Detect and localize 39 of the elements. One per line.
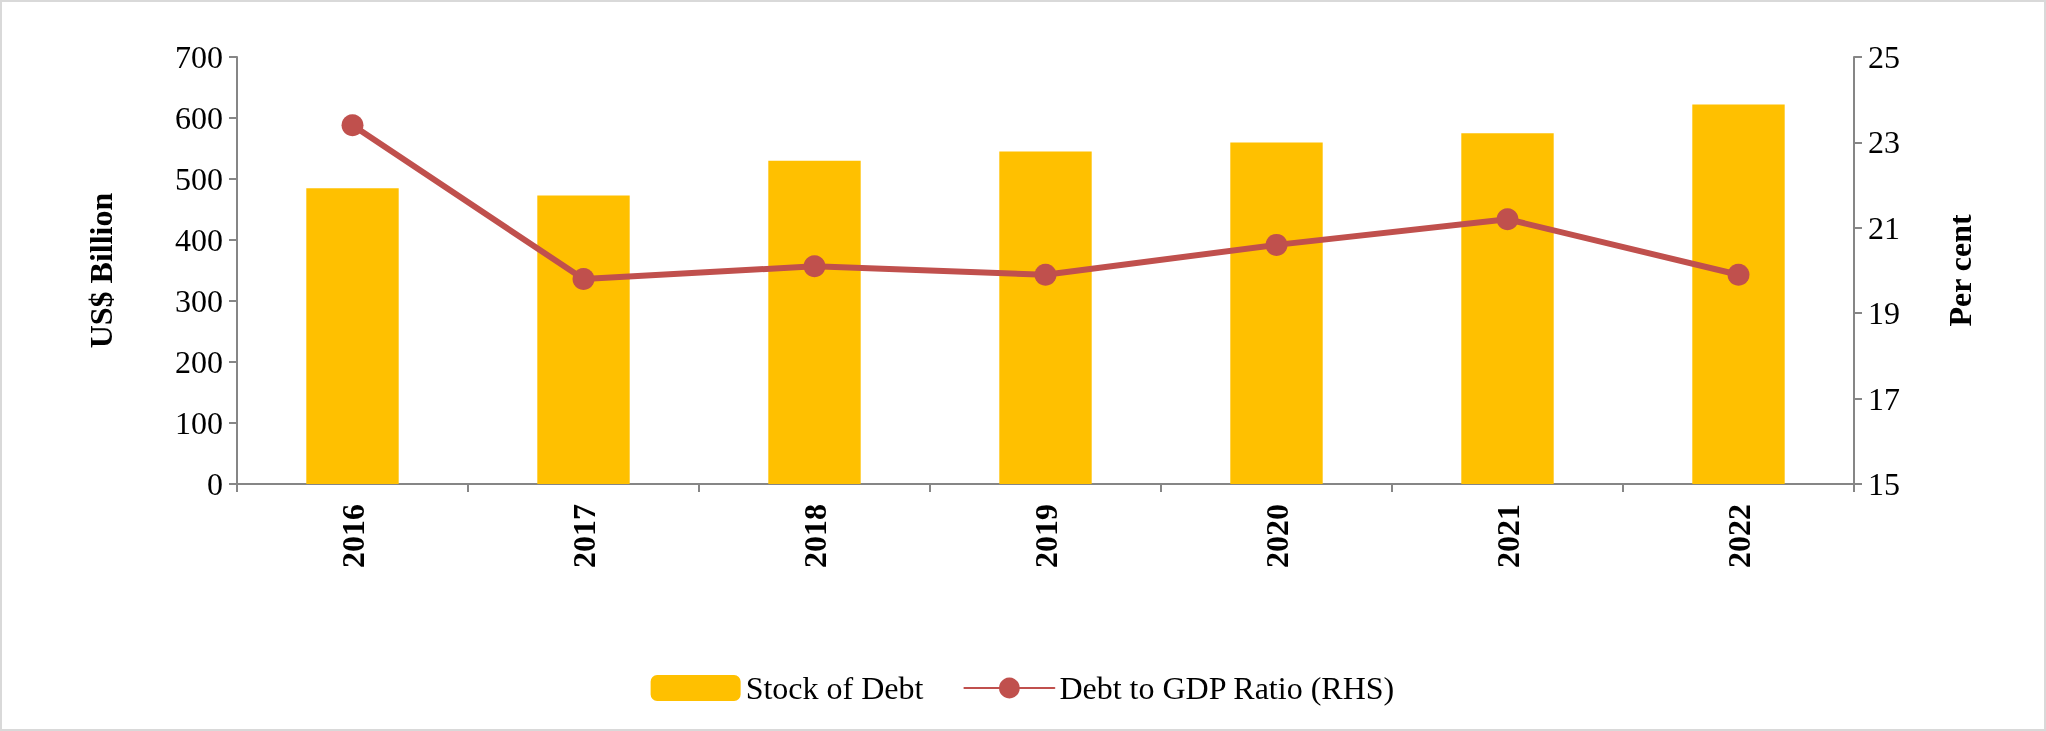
y2-tick-label: 15 [1868,466,1900,502]
point [1034,263,1057,286]
point [803,255,826,278]
y2-tick-label: 21 [1868,209,1900,246]
x-tick-label: 2017 [565,504,602,568]
point [341,114,364,137]
legend-label: Stock of Debt [745,670,924,706]
point [1496,208,1519,231]
y-tick-label: 500 [175,161,223,197]
point [1265,233,1288,256]
y-tick-label: 200 [175,344,223,380]
bar [1230,142,1323,484]
legend-label: Debt to GDP Ratio (RHS) [1059,670,1395,706]
x-tick-label: 2018 [796,504,833,568]
y2-tick-label: 19 [1868,295,1900,332]
bar [306,188,399,484]
y-axis-title: US$ Billion [83,192,119,349]
bar [1692,104,1785,484]
bar [1461,133,1554,484]
y-tick-label: 600 [175,100,223,136]
y-tick-label: 300 [175,283,223,319]
x-tick-label: 2020 [1258,504,1295,568]
bar [768,160,861,484]
x-tick-label: 2019 [1027,504,1064,568]
y2-tick-label: 17 [1868,380,1900,417]
bar [999,151,1092,484]
x-tick-label: 2016 [334,504,371,568]
x-tick-label: 2021 [1489,504,1526,568]
point [572,268,595,291]
y2-axis-title: Per cent [1942,214,1978,327]
x-tick-label: 2022 [1720,504,1757,568]
bar [537,195,630,484]
y2-tick-label: 25 [1868,39,1900,75]
y-tick-label: 700 [175,39,223,75]
y-tick-label: 0 [207,466,223,502]
y-tick-label: 100 [175,405,223,441]
point [1727,263,1750,286]
y-tick-label: 400 [175,222,223,258]
y2-tick-label: 23 [1868,124,1900,161]
